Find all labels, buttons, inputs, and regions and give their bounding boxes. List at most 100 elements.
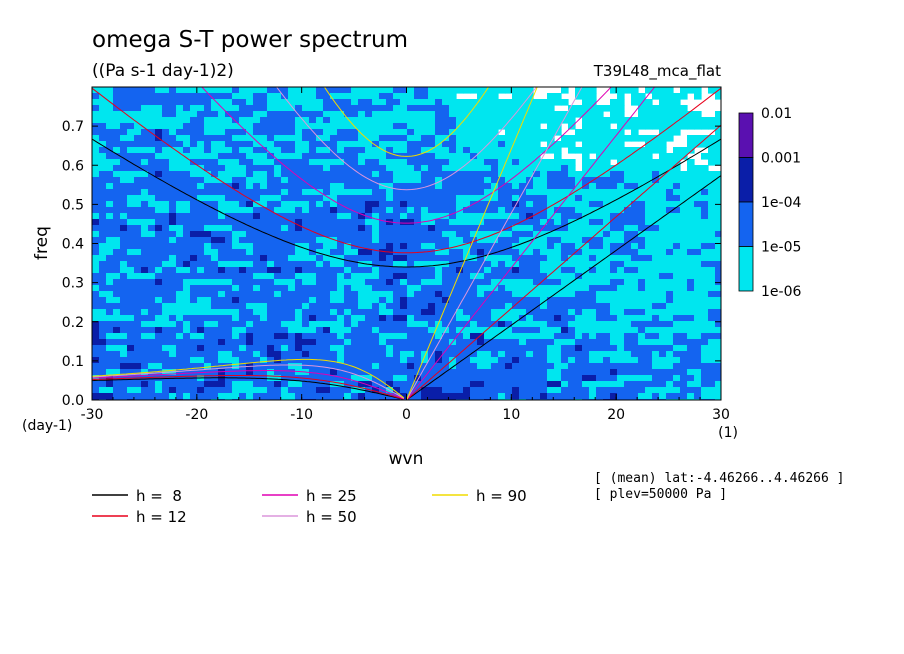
heatmap-cell [183,111,191,118]
heatmap-cell [561,87,569,94]
heatmap-cell [547,201,555,208]
heatmap-cell [512,129,520,136]
heatmap-cell [204,249,212,256]
heatmap-cell [561,249,569,256]
heatmap-cell [134,321,142,328]
heatmap-cell [379,201,387,208]
heatmap-cell [617,147,625,154]
heatmap-cell [414,207,422,214]
heatmap-cell [554,309,562,316]
heatmap-cell [148,93,156,100]
y-tick-label: 0.4 [62,237,84,253]
heatmap-cell [680,357,688,364]
heatmap-cell [603,261,611,268]
heatmap-cell [673,213,681,220]
heatmap-cell [470,123,478,130]
heatmap-cell [295,315,303,322]
heatmap-cell [568,249,576,256]
heatmap-cell [575,183,583,190]
heatmap-cell [197,273,205,280]
heatmap-cell [127,237,135,244]
heatmap-cell [617,333,625,340]
heatmap-cell [106,357,114,364]
heatmap-cell [519,207,527,214]
heatmap-cell [645,177,653,184]
heatmap-cell [666,279,674,286]
heatmap-cell [617,105,625,112]
heatmap-cell [414,189,422,196]
heatmap-cell [274,345,282,352]
heatmap-cell [120,141,128,148]
heatmap-cell [442,363,450,370]
heatmap-cell [141,321,149,328]
heatmap-cell [155,279,163,286]
heatmap-cell [232,381,240,388]
heatmap-cell [218,159,226,166]
heatmap-cell [603,135,611,142]
heatmap-cell [302,267,310,274]
heatmap-cell [113,255,121,262]
heatmap-cell [463,303,471,310]
heatmap-cell [246,231,254,238]
heatmap-cell [211,117,219,124]
heatmap-cell [659,177,667,184]
heatmap-cell [218,249,226,256]
heatmap-cell [442,153,450,160]
heatmap-cell [106,135,114,142]
heatmap-cell [162,99,170,106]
heatmap-cell [281,171,289,178]
heatmap-cell [540,99,548,106]
heatmap-cell [211,357,219,364]
heatmap-cell [638,201,646,208]
heatmap-cell [568,171,576,178]
heatmap-cell [414,153,422,160]
heatmap-cell [666,117,674,124]
heatmap-cell [99,129,107,136]
heatmap-cell [211,141,219,148]
heatmap-cell [379,297,387,304]
x-tick-label: -10 [290,407,313,423]
heatmap-cell [659,381,667,388]
heatmap-cell [589,333,597,340]
heatmap-cell [512,351,520,358]
heatmap-cell [204,111,212,118]
heatmap-cell [610,321,618,328]
heatmap-cell [505,105,513,112]
heatmap-cell [386,177,394,184]
heatmap-cell [421,351,429,358]
heatmap-cell [519,249,527,256]
heatmap-cell [680,303,688,310]
heatmap-cell [218,177,226,184]
heatmap-cell [568,357,576,364]
heatmap-cell [484,261,492,268]
heatmap-cell [477,285,485,292]
heatmap-cell [421,117,429,124]
heatmap-cell [512,381,520,388]
legend-label: h = 12 [136,508,187,526]
heatmap-cell [330,303,338,310]
heatmap-cell [92,195,100,202]
heatmap-cell [323,351,331,358]
heatmap-cell [330,207,338,214]
heatmap-cell [421,195,429,202]
heatmap-cell [582,147,590,154]
heatmap-cell [498,225,506,232]
heatmap-cell [197,225,205,232]
heatmap-cell [708,351,716,358]
heatmap-cell [267,339,275,346]
heatmap-cell [337,99,345,106]
heatmap-cell [484,375,492,382]
heatmap-cell [428,105,436,112]
heatmap-cell [92,285,100,292]
heatmap-cell [575,369,583,376]
heatmap-cell [589,207,597,214]
heatmap-cell [239,237,247,244]
heatmap-cell [400,147,408,154]
heatmap-cell [134,387,142,394]
heatmap-cell [169,195,177,202]
heatmap-cell [610,105,618,112]
heatmap-cell [134,255,142,262]
heatmap-cell [603,333,611,340]
heatmap-cell [624,237,632,244]
heatmap-cell [281,213,289,220]
